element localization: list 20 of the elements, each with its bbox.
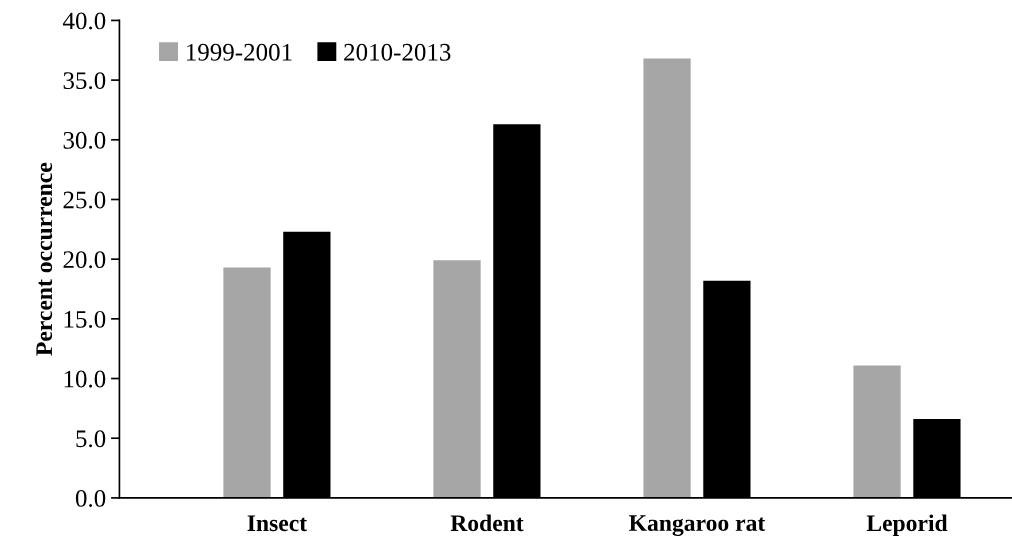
y-tick-label: 5.0 xyxy=(76,430,106,448)
y-tick-label: 15.0 xyxy=(64,310,106,328)
y-tick-label: 0.0 xyxy=(75,489,106,507)
y-tick-label: 40.0 xyxy=(62,12,106,30)
bar xyxy=(853,365,901,498)
legend-label: 2010-2013 xyxy=(344,43,451,61)
y-tick-label: 35.0 xyxy=(63,72,106,90)
x-tick-label: Rodent xyxy=(450,514,524,532)
bar xyxy=(223,267,271,498)
x-tick-label: Leporid xyxy=(866,514,948,536)
bar xyxy=(643,58,691,498)
y-tick-label: 25.0 xyxy=(63,191,106,209)
x-tick-label: Insect xyxy=(247,515,307,532)
y-tick-label: 30.0 xyxy=(63,131,106,149)
legend-label: 1999-2001 xyxy=(186,43,292,61)
bar xyxy=(433,260,481,498)
y-tick-label: 20.0 xyxy=(63,251,106,269)
y-tick-label: 10.0 xyxy=(64,370,106,388)
x-tick-label: Kangaroo rat xyxy=(629,515,766,536)
y-axis-title: Percent occurrence xyxy=(36,162,53,356)
